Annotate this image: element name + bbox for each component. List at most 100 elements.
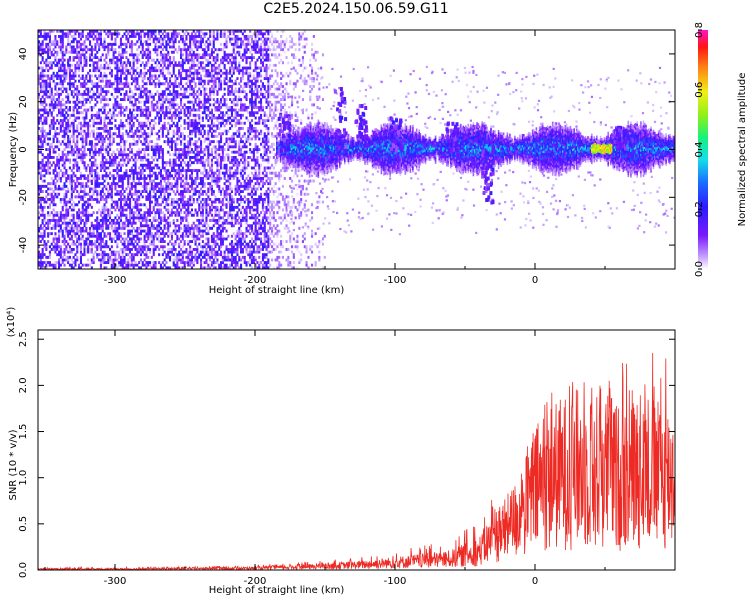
spectrogram-cell [134,169,137,172]
spectrogram-cell [163,245,166,249]
spectrogram-cell [203,79,206,83]
spectrogram-cell [187,161,190,165]
spectrogram-cell [132,171,135,175]
spectrogram-cell [158,240,161,243]
spectrogram-cell [178,242,181,246]
spectrogram-cell [59,30,62,33]
spectrogram-cell [41,250,44,254]
spectrogram-cell [143,40,146,44]
spectrogram-cell [43,261,46,264]
spectrogram-cell [48,150,51,154]
spectrogram-cell [196,177,199,180]
spectrogram-cell [165,79,168,83]
spectrogram-cell [132,95,135,99]
spectrogram-cell [159,192,162,196]
spectrogram-cell [187,106,190,109]
spectrogram-cell [99,121,102,125]
spectrogram-cell [45,221,48,225]
spectrogram-cell [147,182,150,186]
spectrogram-cell [54,145,57,149]
spectrogram-cell [203,56,206,59]
spectrogram-cell [196,158,199,162]
spectrogram-cell [150,129,153,133]
spectrogram-cell [68,63,71,67]
spectrogram-cell [132,142,135,146]
spectrogram-cell [121,187,124,191]
spectrogram-cell [152,195,155,199]
spectrogram-cell [52,77,55,80]
spectrogram-cell [83,263,86,267]
spectrogram-cell [185,224,188,228]
spectrogram-cell [214,69,217,73]
spectrogram-cell [136,106,139,109]
spectrogram-cell [216,169,219,172]
spectrogram-cell [198,119,201,122]
spectrogram-cell [85,116,88,120]
spectrogram-cell [194,177,197,180]
spectrogram-cell [196,237,199,241]
spectrogram-cell [145,48,148,52]
spectrogram-cell [185,156,188,159]
spectrogram-cell [110,182,113,186]
spectrogram-cell [130,213,133,217]
spectrogram-cell [114,79,117,83]
spectrogram-cell [94,142,97,146]
spectrogram-cell [127,113,130,117]
spectrogram-cell [214,266,217,269]
spectrogram-cell [165,163,168,167]
spectrogram-cell [52,195,55,199]
spectrogram-cell [125,129,128,133]
spectrogram-cell [43,74,46,78]
spectrogram-cell [207,74,210,78]
spectrogram-cell [103,63,106,67]
spectrogram-cell [89,153,92,157]
spectrogram-cell [163,121,166,125]
spectrogram-cell [76,53,79,57]
spectrogram-cell [78,35,81,38]
spectrogram-cell [185,177,188,180]
spectrogram-cell [198,255,201,259]
spectrogram-cell [121,127,124,130]
spectrogram-cell [43,30,46,33]
spectrogram-cell [50,106,53,109]
spectrogram-cell [54,242,57,246]
spectrogram-cell [59,42,62,46]
spectrogram-cell [190,187,193,191]
spectrogram-cell [114,153,117,157]
spectrogram-cell [176,184,179,188]
spectrogram-cell [118,45,121,49]
spectrogram-cell [161,253,164,257]
spectrogram-cell [45,63,48,67]
spectrogram-cell [123,108,126,112]
spectrogram-cell [65,71,68,75]
spectrogram-cell [118,250,121,254]
spectrogram-cell [214,116,217,120]
spectrogram-cell [96,113,99,117]
spectrogram-cell [187,56,190,59]
spectrogram-cell [143,190,146,193]
spectrogram-cell [130,82,133,86]
spectrogram-cell [127,71,130,75]
spectrogram-cell [98,85,101,88]
spectrogram-cell [143,203,146,207]
spectrogram-cell [81,195,84,199]
spectrogram-cell [59,103,62,107]
spectrogram-cell [52,71,55,75]
spectrogram-cell [98,108,101,112]
spectrogram-cell [81,140,84,144]
spectrogram-cell [116,171,119,175]
spectrogram-cell [138,156,141,159]
spectrogram-cell [150,30,153,33]
spectrogram-cell [85,153,88,157]
spectrogram-cell [105,32,108,36]
spectrogram-cell [132,42,135,46]
spectrogram-cell [165,42,168,46]
spectrogram-cell [134,200,137,204]
spectrogram-cell [200,205,203,209]
spectrogram-cell [70,258,73,262]
spectrogram-cell [68,137,71,141]
spectrogram-cell [149,82,152,86]
spectrogram-cell [172,177,175,180]
spectrogram-cell [68,58,71,62]
spectrogram-cell [165,134,168,138]
